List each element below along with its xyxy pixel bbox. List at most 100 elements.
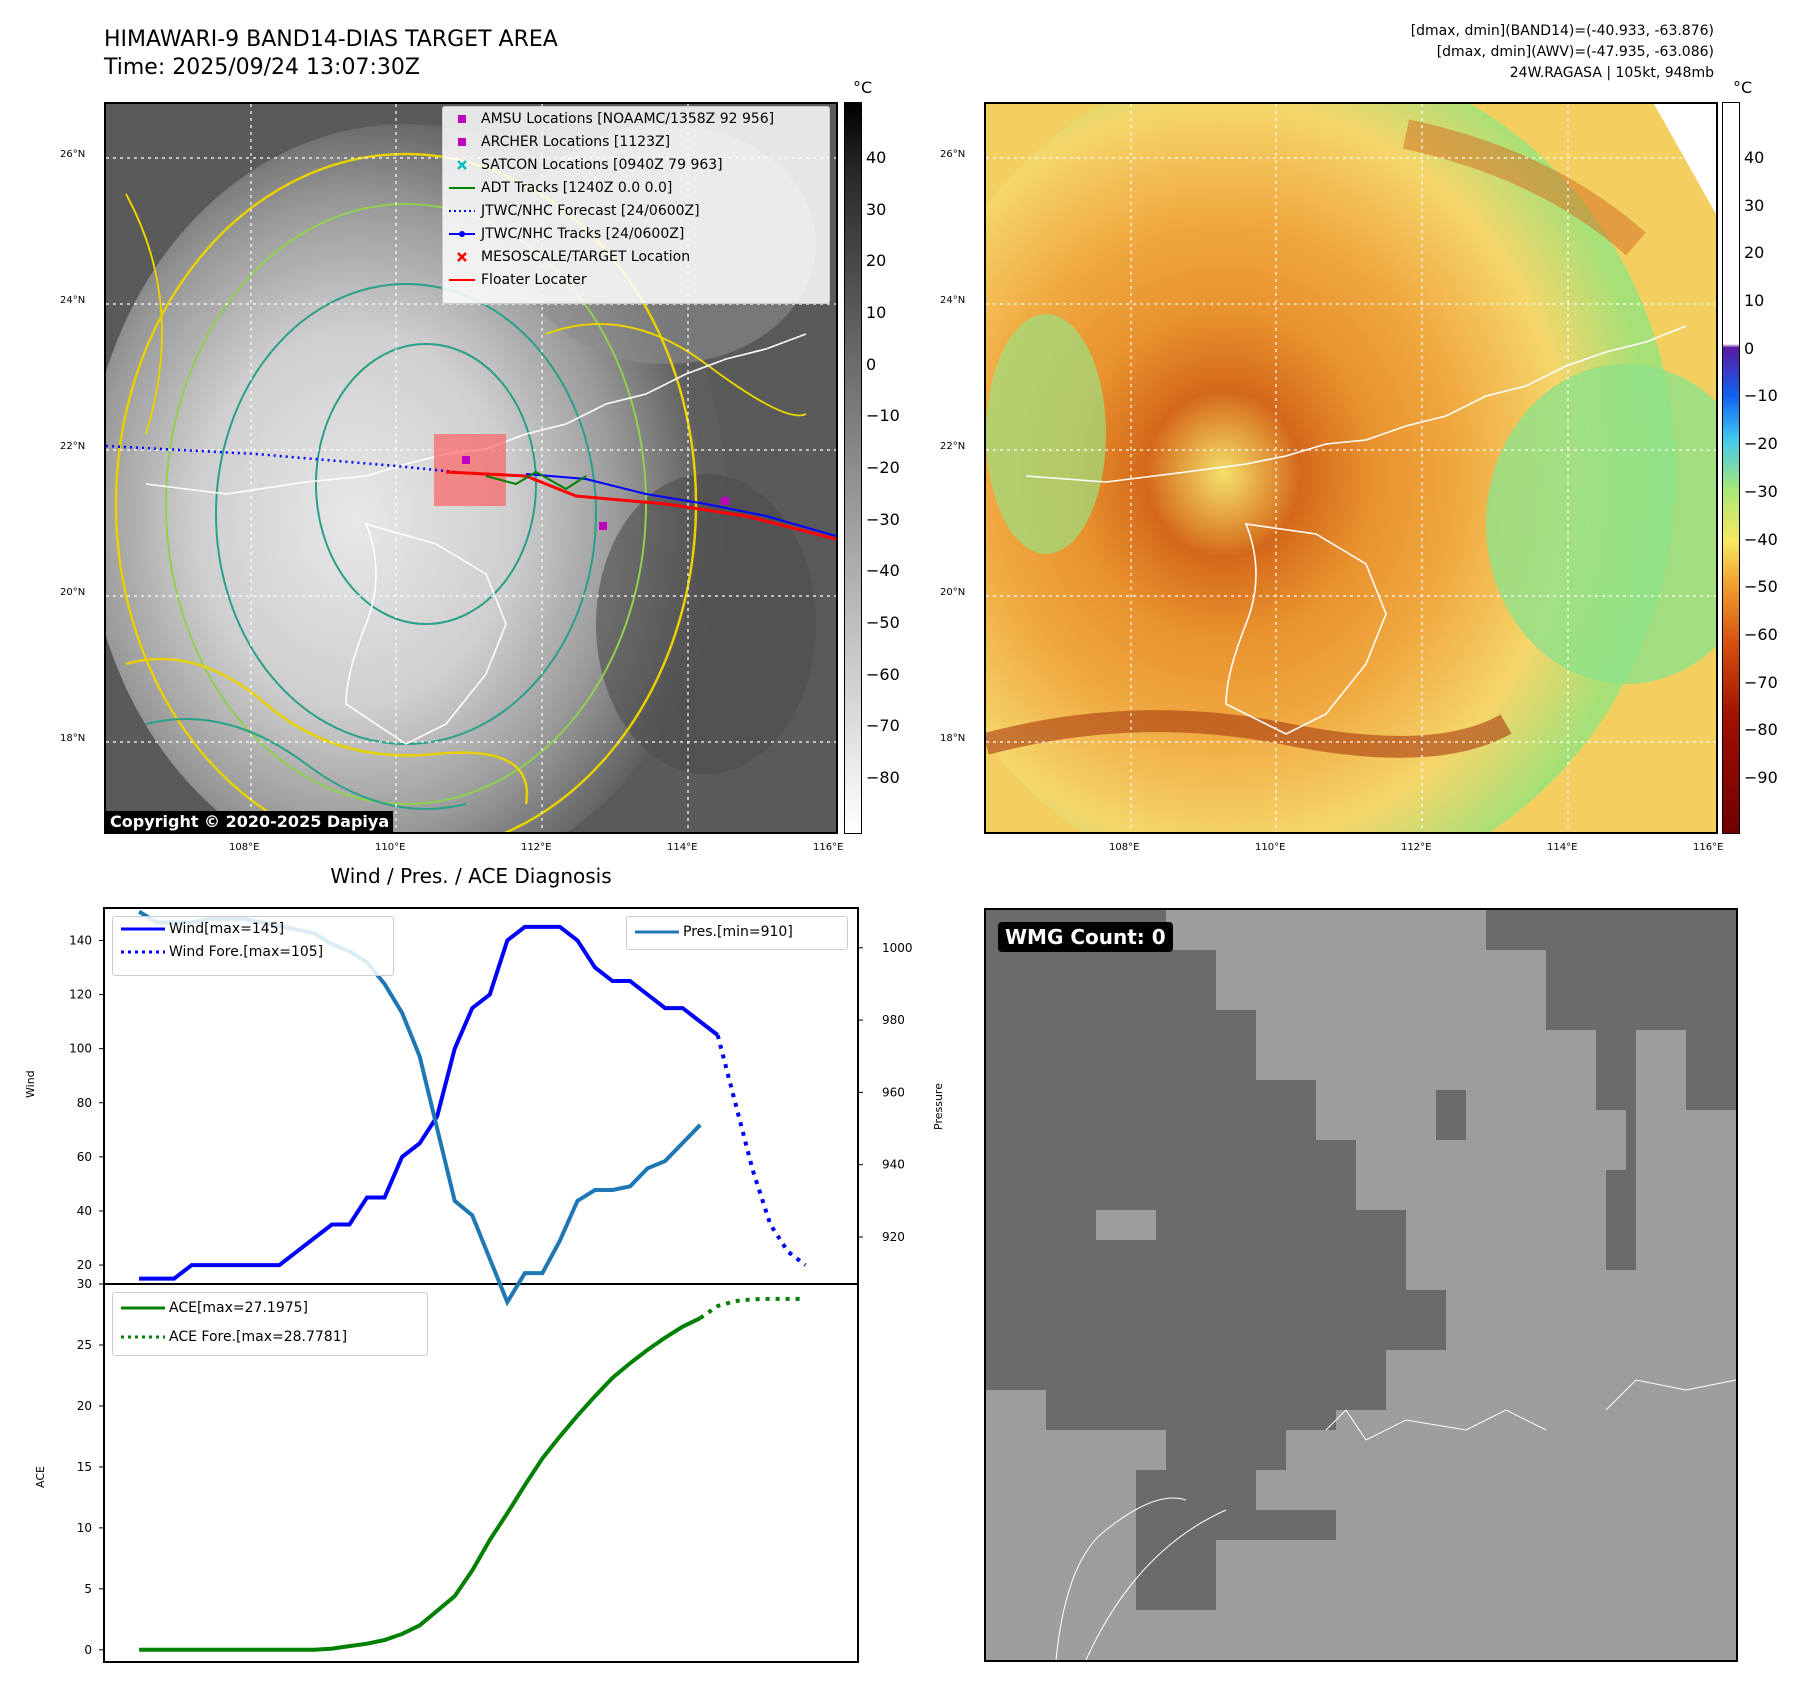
legend-symbol [443,182,481,194]
ace-legend-label: ACE[max=27.1975] [169,1299,309,1316]
ace-tick-label: 15 [77,1460,92,1474]
lon-tick-label: 112°E [521,842,552,853]
pressure-tick-label: 920 [882,1230,905,1244]
colorbar-tick-label: −10 [1744,386,1778,406]
colorbar-tick-label: −10 [866,406,900,426]
lat-tick-label: 20°N [940,587,966,598]
floater-track [445,470,836,541]
wind-tick-label: 40 [77,1204,92,1218]
colorbar-tick-label: 0 [866,354,877,374]
awv-colorbar-unit: °C [1733,78,1753,97]
ace-fore-legend-swatch [121,1335,165,1338]
lat-tick-label: 18°N [940,733,966,744]
wind-fore-legend-label: Wind Fore.[max=105] [169,943,324,960]
lat-tick-label: 22°N [60,441,86,452]
colorbar-tick-label: −20 [1744,434,1778,454]
lat-tick-label: 26°N [60,149,86,160]
lon-tick-label: 108°E [229,842,260,853]
ir-legend-item: ADT Tracks [1240Z 0.0 0.0] [443,176,829,199]
wind-tick-label: 140 [69,933,92,947]
colorbar-tick-label: −30 [1744,481,1778,501]
lon-tick-label: 116°E [813,842,844,853]
legend-symbol [443,251,481,263]
legend-symbol [443,113,481,125]
legend-label: ADT Tracks [1240Z 0.0 0.0] [481,179,673,196]
colorbar-tick-label: −70 [866,716,900,736]
wind-fore-legend-swatch [121,950,165,953]
figure-title: HIMAWARI-9 BAND14-DIAS TARGET AREA [104,27,558,52]
awv-colorbar [1722,102,1740,834]
ir-legend-item: JTWC/NHC Tracks [24/0600Z] [443,222,829,245]
ace-tick-label: 30 [77,1277,92,1291]
legend-label: MESOSCALE/TARGET Location [481,248,691,265]
lon-tick-label: 112°E [1401,842,1432,853]
ir-legend: AMSU Locations [NOAAMC/1358Z 92 956] ARCH… [442,106,830,304]
pressure-legend-label: Pres.[min=910] [683,924,793,940]
lon-tick-label: 110°E [1255,842,1286,853]
lat-tick-label: 18°N [60,733,86,744]
storm-info: 24W.RAGASA | 105kt, 948mb [1509,65,1714,81]
ir-legend-item: MESOSCALE/TARGET Location [443,245,829,268]
pressure-axis-label: Pressure [932,1083,945,1130]
diagnosis-title: Wind / Pres. / ACE Diagnosis [330,864,612,888]
colorbar-tick-label: −40 [1744,529,1778,549]
wind-tick-label: 60 [77,1150,92,1164]
ir-colorbar [844,102,862,834]
ace-axis-label: ACE [34,1466,47,1488]
lon-tick-label: 114°E [667,842,698,853]
colorbar-tick-label: −70 [1744,672,1778,692]
colorbar-tick-label: −50 [1744,577,1778,597]
ace-forecast-series-line [699,1296,806,1320]
colorbar-tick-label: 0 [1744,338,1755,358]
ace-tick-label: 10 [77,1521,92,1535]
figure-time: Time: 2025/09/24 13:07:30Z [104,55,420,80]
legend-label: ARCHER Locations [1123Z] [481,133,671,150]
wind-axis-label: Wind [24,1070,37,1098]
pressure-tick-label: 980 [882,1013,905,1027]
colorbar-tick-label: 40 [1744,148,1765,167]
lon-tick-label: 114°E [1547,842,1578,853]
legend-symbol [443,159,481,171]
pressure-tick-label: 940 [882,1158,905,1172]
lat-tick-label: 26°N [940,149,966,160]
legend-symbol [443,228,481,240]
colorbar-tick-label: −20 [866,458,900,477]
colorbar-tick-label: −40 [866,561,900,581]
lat-tick-label: 24°N [60,295,86,306]
colorbar-tick-label: −60 [1744,624,1778,644]
lat-tick-label: 20°N [60,587,86,598]
pressure-tick-label: 1000 [882,941,913,955]
wind-legend-label: Wind[max=145] [169,920,285,937]
colorbar-tick-label: 30 [1744,195,1765,215]
best-track [525,473,836,537]
colorbar-tick-label: −90 [1744,768,1778,787]
colorbar-tick-label: 10 [866,303,887,322]
ace-tick-label: 20 [77,1399,92,1413]
ace-tick-label: 25 [77,1338,92,1352]
wind-tick-label: 20 [77,1258,92,1272]
lon-tick-label: 110°E [375,842,406,853]
lat-tick-label: 22°N [940,441,966,452]
awv-map-panel [984,102,1718,834]
wmg-imagery [986,910,1736,1660]
wind-legend: Wind[max=145] Wind Fore.[max=105] [112,916,394,976]
pressure-legend: Pres.[min=910] [626,916,848,950]
ace-fore-legend-label: ACE Fore.[max=28.7781] [169,1328,348,1345]
colorbar-tick-label: −60 [866,664,900,684]
lon-tick-label: 116°E [1693,842,1724,853]
ir-map-panel: Copyright © 2020-2025 Dapiya AMSU Locati… [104,102,838,834]
wind-tick-label: 100 [69,1042,92,1056]
legend-symbol [443,205,481,217]
awv-imagery [986,104,1716,832]
wmg-count-label: WMG Count: 0 [998,922,1173,952]
dmax-dmin-awv: [dmax, dmin](AWV)=(-47.935, -63.086) [1436,44,1714,60]
ir-legend-item: SATCON Locations [0940Z 79 963] [443,153,829,176]
colorbar-tick-label: 20 [1744,243,1765,263]
colorbar-tick-label: −80 [1744,720,1778,740]
ir-legend-item: ARCHER Locations [1123Z] [443,130,829,153]
ir-legend-item: JTWC/NHC Forecast [24/0600Z] [443,199,829,222]
colorbar-tick-label: 10 [1744,291,1765,311]
ir-legend-item: Floater Locater [443,268,829,291]
ir-colorbar-unit: °C [853,78,873,97]
lat-tick-label: 24°N [940,295,966,306]
